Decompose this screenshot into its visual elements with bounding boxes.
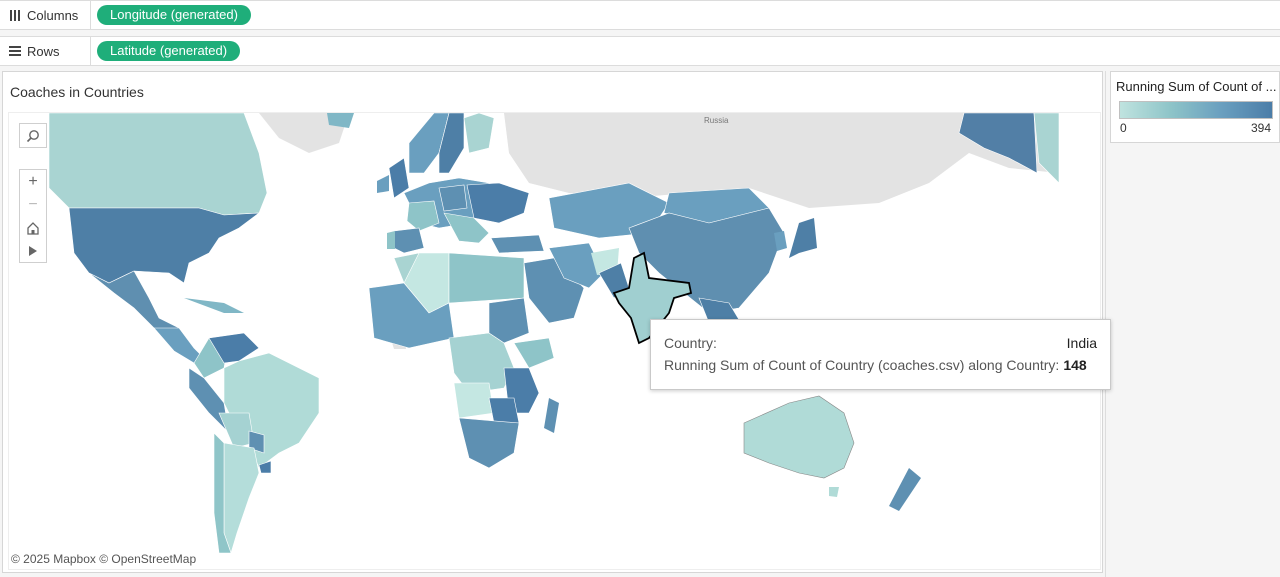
home-icon[interactable]	[20, 216, 46, 239]
sweden-shape[interactable]	[438, 113, 465, 174]
columns-icon	[9, 9, 21, 21]
rows-icon	[9, 45, 21, 57]
ireland-shape[interactable]	[377, 175, 389, 193]
eastern-europe-shape[interactable]	[466, 182, 530, 224]
zoom-out-icon[interactable]: −	[28, 195, 38, 213]
usa-shape[interactable]	[68, 207, 260, 284]
play-icon[interactable]	[20, 239, 46, 262]
columns-label: Columns	[0, 1, 91, 29]
zambia-shape[interactable]	[488, 397, 520, 424]
alaska-shape[interactable]	[958, 113, 1038, 174]
tasmania-shape[interactable]	[829, 487, 839, 497]
iceland-shape[interactable]	[327, 113, 354, 128]
uk-shape[interactable]	[388, 157, 410, 199]
tooltip-measure-label: Running Sum of Count of Country (coaches…	[664, 357, 1060, 373]
chile-shape[interactable]	[213, 432, 232, 554]
legend-max: 394	[1250, 121, 1271, 135]
venezuela-shape[interactable]	[208, 332, 260, 364]
longitude-pill[interactable]: Longitude (generated)	[97, 5, 251, 25]
legend-min: 0	[1120, 121, 1127, 135]
canada-shape[interactable]	[48, 113, 268, 216]
italy-balkans-shape[interactable]	[443, 212, 490, 244]
argentina-shape[interactable]	[223, 442, 260, 554]
map-search-toolbar	[19, 123, 47, 148]
japan-shape[interactable]	[789, 218, 817, 258]
uruguay-shape[interactable]	[258, 460, 272, 474]
tooltip-country-value: India	[1066, 335, 1097, 351]
color-legend[interactable]: Running Sum of Count of ... 0 394	[1110, 71, 1280, 143]
rows-shelf: Rows Latitude (generated)	[0, 36, 1280, 66]
libya-egypt-shape[interactable]	[448, 252, 525, 304]
caribbean-shape[interactable]	[184, 298, 244, 313]
legend-color-ramp	[1119, 101, 1273, 119]
russia-label: Russia	[704, 116, 729, 125]
tooltip-measure-value: 148	[1063, 357, 1087, 373]
greenland-shape[interactable]	[259, 113, 349, 153]
west-africa-shape[interactable]	[368, 282, 455, 349]
finland-shape[interactable]	[463, 113, 495, 154]
russia-shape[interactable]	[504, 113, 1059, 208]
new-zealand-shape[interactable]	[889, 468, 921, 511]
map-attribution: © 2025 Mapbox © OpenStreetMap	[11, 552, 197, 566]
country-tooltip: Country: India Running Sum of Count of C…	[650, 319, 1111, 390]
sudan-shape[interactable]	[488, 297, 530, 344]
far-east-shape[interactable]	[1033, 113, 1060, 184]
rows-label: Rows	[0, 37, 91, 65]
ethiopia-shape[interactable]	[513, 337, 555, 369]
columns-shelf: Columns Longitude (generated)	[0, 0, 1280, 30]
central-america-shape[interactable]	[153, 327, 205, 364]
turkey-shape[interactable]	[490, 234, 545, 254]
france-shape[interactable]	[406, 200, 440, 232]
southern-africa-shape[interactable]	[458, 417, 520, 469]
korea-shape[interactable]	[774, 231, 787, 251]
worksheet-title: Coaches in Countries	[10, 84, 144, 100]
legend-title: Running Sum of Count of ...	[1116, 79, 1277, 94]
peru-ecuador-shape[interactable]	[188, 367, 230, 434]
germany-shape[interactable]	[438, 184, 468, 212]
search-icon[interactable]	[20, 124, 46, 147]
zoom-in-icon[interactable]: +	[28, 172, 38, 190]
china-shape[interactable]	[628, 207, 785, 314]
iran-shape[interactable]	[548, 242, 605, 289]
spain-shape[interactable]	[393, 227, 425, 254]
latitude-pill[interactable]: Latitude (generated)	[97, 41, 241, 61]
portugal-shape[interactable]	[387, 231, 395, 249]
madagascar-shape[interactable]	[544, 398, 559, 433]
australia-shape[interactable]	[743, 395, 855, 479]
angola-shape[interactable]	[453, 382, 495, 419]
map-zoom-toolbar: + −	[19, 169, 47, 263]
tooltip-country-label: Country:	[664, 335, 717, 351]
